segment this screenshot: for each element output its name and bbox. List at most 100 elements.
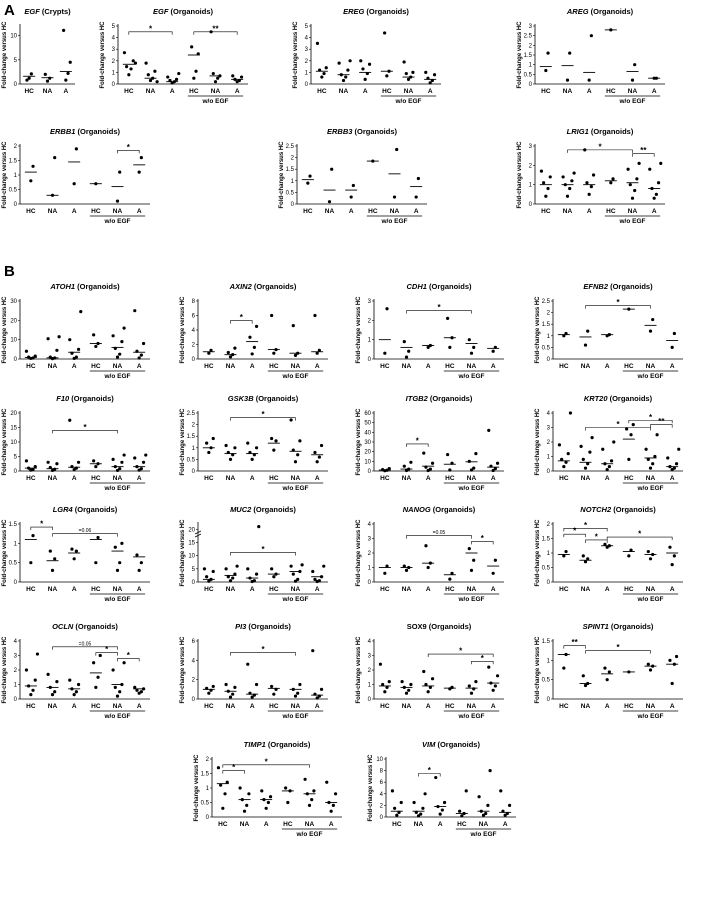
data-point — [629, 433, 633, 437]
chart-title-suffix: (Organoids) — [609, 622, 654, 631]
chart-title-suffix: (Organoids) — [266, 740, 311, 749]
y-axis-label: Fold-change versus HC — [535, 408, 541, 476]
chart-gsk3b-12: GSK3B (Organoids) Fold-change versus HC 0 0… — [180, 394, 328, 492]
chart-title: EFNB2 (Organoids) — [583, 282, 653, 291]
x-tick-label: NA — [581, 475, 591, 482]
data-point — [122, 661, 126, 665]
significance-bracket — [606, 536, 673, 541]
x-tick-label: NA — [479, 821, 489, 828]
chart-title-suffix: (Organoids) — [252, 282, 297, 291]
y-tick-label: 1 — [547, 455, 551, 461]
x-tick-label: A — [605, 703, 610, 710]
data-point — [155, 80, 159, 84]
data-point — [213, 80, 218, 84]
data-point — [467, 338, 471, 342]
data-point — [303, 777, 307, 781]
data-point — [648, 557, 653, 561]
data-point — [254, 572, 259, 576]
significance-label: ** — [212, 24, 219, 33]
data-point — [383, 571, 387, 575]
y-axis-label: Fold-change versus HC — [180, 636, 186, 704]
data-point — [399, 800, 403, 805]
data-point — [205, 575, 209, 579]
data-point — [55, 462, 59, 466]
chart-title-suffix: (Organoids) — [435, 740, 480, 749]
data-point — [202, 567, 207, 571]
data-point — [92, 333, 96, 337]
y-tick-label: 0 — [547, 469, 551, 475]
chart-erbb1-4: ERBB1 (Organoids) Fold-change versus HC 0 0… — [2, 127, 150, 225]
data-point — [296, 691, 300, 695]
chart-title: NANOG (Organoids) — [403, 505, 476, 514]
x-tick-label: A — [170, 88, 175, 95]
chart-title: PI3 (Organoids) — [235, 622, 291, 631]
data-point — [286, 800, 290, 805]
data-point — [270, 684, 274, 689]
y-tick-label: 1 — [206, 786, 210, 792]
group-label: w/o EGF — [458, 485, 485, 492]
x-tick-label: A — [363, 88, 368, 95]
data-point — [491, 468, 495, 473]
data-point — [467, 547, 471, 551]
y-tick-label: 4 — [112, 36, 116, 42]
x-tick-label: HC — [624, 475, 634, 482]
data-point — [311, 649, 315, 653]
y-tick-label: 0 — [14, 82, 18, 88]
data-point — [293, 694, 298, 698]
x-tick-label: NA — [291, 363, 301, 370]
data-point — [381, 682, 385, 687]
data-point — [668, 545, 672, 549]
data-point — [296, 577, 300, 581]
data-point — [135, 688, 139, 692]
data-point — [469, 691, 474, 695]
x-tick-label: A — [137, 363, 142, 370]
y-tick-label: 4 — [547, 411, 551, 417]
data-point — [666, 456, 670, 460]
x-tick-label: A — [670, 475, 675, 482]
data-point — [672, 466, 676, 470]
chart-title: LGR4 (Organoids) — [53, 505, 118, 514]
x-tick-label: HC — [541, 88, 551, 95]
chart-title-gene: ATOH1 — [49, 282, 75, 291]
y-tick-label: 3 — [368, 654, 372, 660]
x-tick-label: NA — [402, 586, 412, 593]
data-point — [337, 61, 341, 65]
x-tick-label: HC — [624, 363, 634, 370]
data-point — [385, 685, 389, 690]
data-point — [133, 456, 137, 460]
y-tick-label: 0 — [368, 357, 372, 363]
data-point — [406, 77, 411, 81]
data-point — [139, 353, 143, 357]
significance-bracket — [427, 653, 494, 658]
group-label: w/o EGF — [282, 485, 309, 492]
x-tick-label: A — [137, 475, 142, 482]
y-tick-label: 2 — [305, 59, 309, 65]
y-tick-label: 1 — [368, 683, 372, 689]
chart-title-gene: KRT20 — [584, 394, 608, 403]
x-tick-label: HC — [380, 363, 390, 370]
data-point — [33, 678, 37, 682]
x-tick-label: A — [250, 703, 255, 710]
y-axis-label: Fold-change versus HC — [356, 296, 362, 364]
chart-title: VIM (Organoids) — [422, 740, 480, 749]
x-tick-label: HC — [91, 208, 101, 215]
x-tick-label: NA — [48, 586, 58, 593]
data-point — [633, 188, 637, 193]
y-tick-label: 1 — [14, 541, 18, 547]
y-tick-label: 2 — [14, 668, 18, 674]
y-tick-label: 2 — [192, 678, 196, 684]
chart-title-suffix: (Organoids) — [427, 282, 472, 291]
data-point — [566, 452, 570, 456]
y-tick-label: 0 — [14, 202, 18, 208]
x-tick-label: HC — [380, 703, 390, 710]
data-point — [422, 451, 426, 455]
x-tick-label: NA — [226, 475, 236, 482]
x-tick-label: HC — [303, 208, 313, 215]
x-tick-label: HC — [269, 703, 279, 710]
significance-bracket — [52, 430, 118, 434]
chart-title-gene: NOTCH2 — [580, 505, 612, 514]
data-point — [348, 59, 352, 63]
y-tick-label: 8 — [380, 769, 384, 775]
significance-bracket — [95, 652, 118, 656]
significance-label: * — [481, 534, 485, 543]
